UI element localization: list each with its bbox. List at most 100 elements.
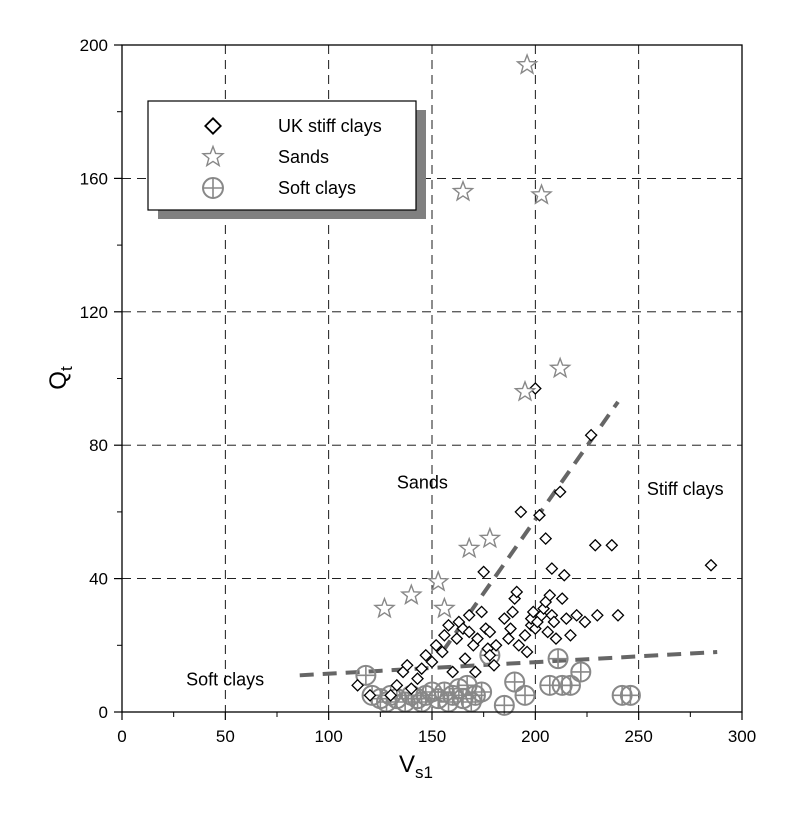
y-axis-title: Qt xyxy=(45,366,76,390)
y-axis-title-sub: t xyxy=(57,366,76,371)
y-axis-title-main: Q xyxy=(45,371,72,390)
legend-items: UK stiff clays Sands Soft clays xyxy=(201,116,382,199)
diamond-marker xyxy=(508,592,522,606)
diamond-marker xyxy=(547,615,561,629)
diamond-marker xyxy=(545,562,559,576)
diamond-marker xyxy=(526,605,540,619)
diamond-marker xyxy=(404,682,418,696)
diamond-marker xyxy=(471,632,484,646)
diamond-marker xyxy=(390,678,404,692)
diamond-marker xyxy=(477,565,491,579)
region-labels: Sands Stiff clays Soft clays xyxy=(186,473,724,690)
diamond-marker xyxy=(475,605,489,619)
diamond-marker xyxy=(502,632,515,646)
legend-item: Sands xyxy=(201,144,329,168)
region-label: Stiff clays xyxy=(647,479,724,499)
region-label: Sands xyxy=(397,473,448,493)
series-uk-stiff-clays xyxy=(351,382,718,702)
diamond-marker xyxy=(578,615,592,629)
x-tick-label: 50 xyxy=(216,727,235,746)
x-axis-title: Vs1 xyxy=(399,751,433,782)
star-marker xyxy=(478,526,502,549)
y-tick-label: 200 xyxy=(80,36,108,55)
soft-clays-boundary xyxy=(299,649,718,678)
diamond-marker xyxy=(425,655,439,669)
diamond-marker xyxy=(435,645,449,659)
circle-plus-marker xyxy=(619,684,641,706)
x-tick-label: 100 xyxy=(314,727,342,746)
star-marker xyxy=(457,536,481,559)
diamond-marker xyxy=(512,638,526,652)
diamond-legend-icon xyxy=(204,117,222,135)
diamond-marker xyxy=(557,568,571,582)
diamond-marker xyxy=(506,605,520,619)
circle-plus-marker xyxy=(355,664,377,686)
diamond-marker xyxy=(564,628,577,642)
diamond-marker xyxy=(400,658,414,672)
circle-plus-marker xyxy=(547,648,569,670)
star-legend-icon xyxy=(201,144,225,168)
x-tick-label: 300 xyxy=(728,727,756,746)
diamond-marker xyxy=(541,625,555,639)
star-marker xyxy=(373,596,396,619)
diamond-marker xyxy=(489,638,503,652)
x-axis-title-main: V xyxy=(399,751,415,778)
diamond-marker xyxy=(351,678,365,692)
diamond-marker xyxy=(533,508,546,522)
circle-plus-marker xyxy=(514,684,536,706)
diamond-marker xyxy=(429,638,443,652)
diamond-marker xyxy=(437,628,451,642)
star-marker xyxy=(451,179,475,202)
diamond-marker xyxy=(605,538,619,552)
ticks: 0 50 100 150 200 250 300 0 40 80 120 160 200 xyxy=(80,36,757,746)
star-marker xyxy=(513,379,537,402)
x-tick-label: 150 xyxy=(418,727,446,746)
y-tick-label: 80 xyxy=(89,436,108,455)
y-tick-label: 40 xyxy=(89,570,108,589)
diamond-marker xyxy=(446,665,460,679)
legend-item: UK stiff clays xyxy=(204,116,382,136)
legend-box xyxy=(147,100,417,211)
diamond-marker xyxy=(497,612,511,626)
star-marker xyxy=(530,183,553,205)
data-series xyxy=(351,53,718,716)
legend-label: Sands xyxy=(278,147,329,167)
diamond-marker xyxy=(539,532,553,545)
diamond-marker xyxy=(504,622,517,636)
x-axis-title-sub: s1 xyxy=(415,763,433,782)
diamond-marker xyxy=(584,428,598,442)
diamond-marker xyxy=(462,625,476,639)
diamond-marker xyxy=(543,588,557,602)
diamond-marker xyxy=(559,612,573,626)
circle-plus-marker xyxy=(471,681,493,703)
diamond-marker xyxy=(450,632,464,646)
series-soft-clays xyxy=(355,644,641,716)
legend-item: Soft clays xyxy=(202,177,356,199)
x-tick-label: 200 xyxy=(521,727,549,746)
diamond-marker xyxy=(549,632,563,646)
circle-plus-marker xyxy=(570,661,592,683)
diamond-marker xyxy=(704,558,718,572)
diamond-marker xyxy=(514,505,528,519)
y-tick-label: 160 xyxy=(80,169,108,188)
circle-plus-marker xyxy=(504,671,526,693)
diamond-marker xyxy=(483,648,497,662)
x-tick-label: 0 xyxy=(117,727,126,746)
series-sands xyxy=(373,53,572,619)
star-marker xyxy=(548,356,572,379)
sands-stiff-clays-boundary xyxy=(440,400,620,654)
star-marker xyxy=(426,569,450,592)
diamond-marker xyxy=(458,652,472,666)
circle-plus-marker xyxy=(559,674,581,696)
legend: UK stiff clays Sands Soft clays xyxy=(147,100,426,219)
diamond-marker xyxy=(487,658,501,672)
diamond-marker xyxy=(384,688,398,702)
diamond-marker xyxy=(462,608,476,622)
diamond-marker xyxy=(415,662,429,676)
diamond-marker xyxy=(611,608,625,622)
star-marker xyxy=(399,583,423,605)
star-marker xyxy=(515,53,539,75)
diamond-marker xyxy=(483,625,497,639)
region-label: Soft clays xyxy=(186,669,264,689)
reference-lines xyxy=(299,400,718,678)
